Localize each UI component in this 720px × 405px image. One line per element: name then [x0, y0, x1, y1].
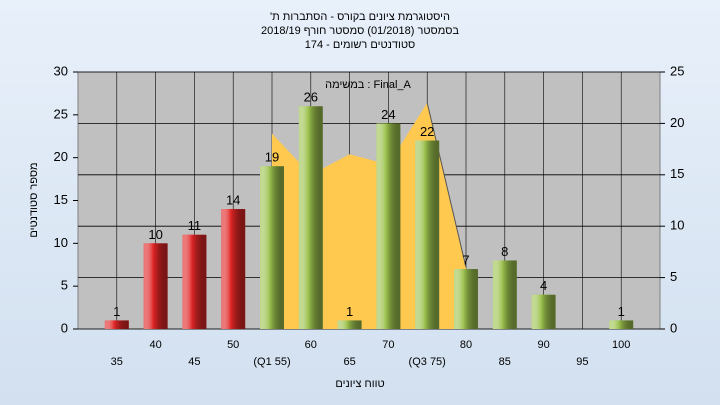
y-axis-label: מספר סטודנטים [28, 162, 40, 237]
x-tick-label: 45 [188, 356, 200, 368]
value-label: 24 [381, 107, 395, 122]
y-tick-label: 10 [54, 235, 68, 250]
bar-shade [492, 260, 517, 329]
y-tick-label: 30 [54, 63, 68, 78]
bar-shade [143, 243, 168, 329]
bar-shade [221, 209, 246, 329]
x-tick-label: 35 [111, 356, 123, 368]
x-tick-label: 70 [382, 339, 394, 351]
bar-shade [104, 320, 129, 329]
value-label: 1 [113, 304, 120, 319]
y-tick-label: 15 [54, 192, 68, 207]
chart-title: 'היסטוגרמת ציונים בקורס - הסתברות ת [270, 11, 450, 23]
bar-shade [609, 320, 634, 329]
bar-shade [454, 269, 478, 329]
x-tick-label: (Q3 75) [409, 356, 446, 368]
x-tick-label: 90 [537, 339, 549, 351]
bar-shade [415, 140, 440, 329]
value-label: 1 [346, 304, 353, 319]
bar-shade [376, 123, 401, 330]
x-tick-label: 85 [499, 356, 511, 368]
area-edge [426, 102, 467, 268]
value-label: 1 [618, 304, 625, 319]
value-label: 26 [304, 90, 318, 105]
chart-subtitle: סטודנטים רשומים - 174 [305, 39, 416, 51]
y-tick-label: 0 [61, 320, 68, 335]
y2-tick-label: 20 [670, 115, 684, 130]
bar-shade [260, 166, 284, 329]
chart-subtitle: בסמסטר (01/2018) סמסטר חורף 2018/19 [261, 25, 459, 37]
x-tick-label: (Q1 55) [253, 356, 290, 368]
value-label: 8 [501, 244, 508, 259]
value-label: 22 [420, 124, 434, 139]
value-label: 11 [188, 218, 202, 233]
x-tick-label: 95 [576, 356, 588, 368]
annotation: במשימה : Final_A [325, 79, 411, 91]
y2-tick-label: 25 [670, 63, 684, 78]
value-label: 19 [265, 150, 279, 165]
x-tick-label: 60 [305, 339, 317, 351]
bar-shade [182, 234, 207, 329]
value-label: 10 [148, 227, 162, 242]
value-label: 14 [226, 193, 240, 208]
y-tick-label: 25 [54, 106, 68, 121]
bar-shade [531, 294, 556, 329]
x-axis-label: טווח ציונים [335, 378, 384, 390]
value-label: 7 [462, 252, 469, 267]
x-tick-label: 80 [460, 339, 472, 351]
x-tick-label: 100 [612, 339, 630, 351]
y-tick-label: 20 [54, 149, 68, 164]
x-tick-label: 65 [343, 356, 355, 368]
bar-shade [337, 320, 362, 329]
y2-tick-label: 10 [670, 218, 684, 233]
y2-tick-label: 0 [670, 320, 677, 335]
y2-tick-label: 15 [670, 166, 684, 181]
y2-tick-label: 5 [670, 269, 677, 284]
y-tick-label: 5 [61, 278, 68, 293]
x-tick-label: 50 [227, 339, 239, 351]
plot: 0510152025300510152025351401045115014(Q1… [54, 63, 685, 367]
x-tick-label: 40 [149, 339, 161, 351]
value-label: 4 [540, 278, 547, 293]
bar-shade [298, 106, 323, 330]
